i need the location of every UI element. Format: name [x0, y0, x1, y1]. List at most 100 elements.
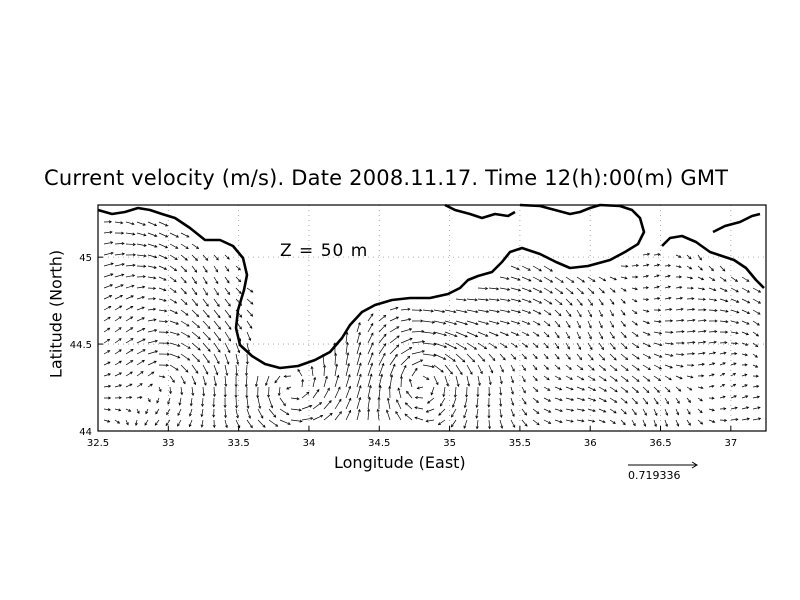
current-vector — [532, 408, 540, 414]
current-vector — [455, 320, 469, 326]
current-vector — [719, 320, 729, 324]
current-vector — [147, 397, 151, 403]
current-vector — [499, 364, 504, 373]
current-vector — [213, 309, 221, 319]
current-vector — [675, 408, 680, 416]
current-vector — [422, 320, 436, 324]
current-vector — [268, 408, 277, 418]
current-vector — [543, 265, 553, 272]
current-vector — [334, 374, 340, 388]
current-vector — [455, 342, 468, 350]
map-title: Current velocity (m/s). Date 2008.11.17.… — [44, 166, 729, 190]
current-vector — [136, 254, 147, 258]
current-vector — [444, 331, 458, 338]
current-vector — [158, 309, 168, 313]
current-vector — [136, 285, 146, 289]
current-vector — [323, 364, 327, 377]
current-vector — [543, 364, 549, 370]
current-vector — [620, 298, 626, 304]
current-vector — [730, 309, 740, 314]
current-vector — [697, 297, 706, 301]
current-vector — [310, 365, 314, 377]
current-vector — [543, 287, 553, 294]
current-vector — [246, 320, 253, 329]
current-vector — [664, 408, 669, 416]
current-vector — [631, 298, 638, 303]
current-vector — [158, 298, 167, 302]
current-vector — [136, 306, 145, 311]
current-vector — [587, 353, 594, 361]
current-vector — [543, 342, 549, 349]
current-vector — [697, 351, 706, 355]
current-vector — [411, 308, 423, 312]
current-vector — [455, 331, 468, 338]
current-vector — [191, 342, 201, 351]
current-vector — [487, 408, 491, 419]
current-vector — [156, 397, 160, 404]
current-vector — [202, 320, 211, 330]
current-vector — [752, 364, 759, 368]
current-vector — [719, 341, 728, 345]
current-vector — [224, 265, 230, 272]
current-vector — [609, 408, 617, 414]
x-tick-label: 35.5 — [509, 438, 531, 449]
current-vector — [202, 331, 211, 341]
current-vector — [136, 359, 145, 366]
current-vector — [147, 360, 157, 366]
current-vector — [653, 364, 663, 370]
current-vector — [587, 320, 592, 329]
current-vector — [653, 386, 660, 393]
current-vector — [631, 342, 640, 349]
current-vector — [675, 397, 680, 404]
current-vector — [532, 364, 538, 371]
current-vector — [620, 397, 628, 404]
current-vector — [620, 320, 626, 327]
current-vector — [188, 408, 193, 417]
current-vector — [125, 232, 136, 236]
current-vector — [169, 353, 181, 359]
current-vector — [125, 295, 134, 300]
current-vector — [598, 375, 607, 382]
current-vector — [499, 386, 503, 396]
current-vector — [356, 362, 362, 377]
current-vector — [642, 408, 647, 416]
current-vector — [213, 276, 219, 285]
current-vector — [245, 353, 249, 365]
current-vector — [463, 408, 468, 419]
current-vector — [169, 276, 177, 283]
current-vector — [598, 287, 605, 294]
current-vector — [675, 419, 680, 427]
current-vector — [565, 287, 574, 295]
current-vector — [730, 276, 739, 282]
current-vector — [598, 309, 603, 318]
current-vector — [664, 353, 674, 357]
current-vector — [279, 397, 286, 407]
current-vector — [200, 419, 204, 428]
current-vector — [224, 298, 231, 307]
current-vector — [463, 419, 468, 429]
current-vector — [180, 331, 191, 338]
current-vector — [147, 383, 153, 388]
current-vector — [708, 308, 718, 312]
current-vector — [565, 298, 573, 306]
current-vector — [675, 275, 683, 279]
current-vector — [620, 331, 627, 339]
current-vector — [235, 353, 240, 365]
current-vector — [697, 276, 705, 281]
current-vector — [114, 273, 125, 278]
current-vector — [653, 419, 657, 428]
current-vector — [653, 285, 660, 289]
current-vector — [114, 384, 123, 388]
current-vector — [180, 287, 187, 295]
current-vector — [125, 263, 136, 267]
current-vector — [609, 342, 616, 350]
current-vector — [103, 316, 111, 322]
current-vector — [653, 253, 661, 257]
current-vector — [664, 296, 672, 300]
current-vector — [642, 274, 650, 278]
current-vector — [631, 419, 636, 427]
current-vector — [730, 352, 738, 356]
current-vector — [433, 364, 444, 373]
current-vector — [212, 408, 216, 418]
